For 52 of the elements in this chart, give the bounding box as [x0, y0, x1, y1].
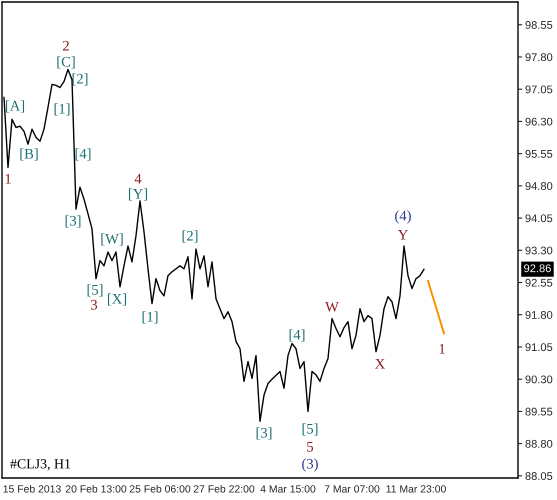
annotation: X — [375, 358, 385, 369]
annotation: [A] — [6, 100, 24, 112]
annotation: 1 — [440, 344, 445, 354]
annotation: #CLJ3, H1 — [10, 459, 70, 470]
annotation: [C] — [57, 56, 75, 68]
y-tick-label: 91.05 — [525, 343, 552, 352]
annotation: [B] — [20, 148, 38, 160]
y-tick-label: 94.80 — [525, 182, 552, 190]
annotation: 1 — [6, 174, 11, 184]
annotation: [Y] — [128, 188, 148, 200]
y-tick-label: 96.30 — [525, 118, 552, 126]
annotation: [1] — [54, 103, 70, 116]
annotation: 2 — [62, 40, 69, 51]
y-tick-label: 97.80 — [525, 53, 552, 62]
y-tick-label: 93.30 — [525, 246, 552, 254]
annotation: [1] — [142, 311, 158, 324]
x-tick-label: 20 Feb 13:00 — [66, 484, 126, 493]
x-tick-label: 27 Feb 22:00 — [194, 484, 254, 493]
annotation: (3) — [302, 458, 318, 472]
y-tick-label: 89.55 — [525, 408, 552, 416]
annotation: W — [325, 302, 339, 312]
annotation: [5] — [88, 284, 102, 296]
x-tick-label: 11 Mar 23:00 — [386, 485, 446, 493]
y-tick-label: 95.55 — [525, 150, 552, 158]
x-tick-label: 25 Feb 06:00 — [130, 484, 190, 493]
annotation: [3] — [66, 215, 80, 228]
y-tick-label: 90.30 — [525, 375, 552, 384]
annotation: [5] — [302, 423, 318, 436]
y-tick-label: 91.80 — [525, 311, 552, 319]
annotation: [W] — [101, 233, 123, 246]
x-tick-label: 4 Mar 15:00 — [260, 485, 316, 493]
y-tick-label: 88.80 — [525, 440, 552, 448]
annotation: [2] — [182, 230, 198, 242]
y-tick-label: 88.05 — [525, 472, 552, 480]
y-tick-label: 98.55 — [525, 21, 552, 29]
x-tick-label: 7 Mar 07:00 — [324, 485, 380, 493]
annotation: [4] — [290, 329, 304, 342]
y-tick-label: 94.05 — [525, 214, 552, 222]
annotation: 3 — [91, 300, 98, 310]
annotation: 4 — [134, 174, 142, 184]
line-series — [427, 280, 445, 335]
annotation: Y — [398, 230, 408, 240]
annotation: (4) — [395, 210, 411, 224]
y-tick-label: 97.05 — [525, 85, 552, 94]
annotation: [X] — [108, 293, 126, 306]
annotation: [4] — [76, 148, 90, 160]
text: 92.86 — [524, 264, 551, 272]
x-tick-label: 15 Feb 2013 — [4, 484, 61, 493]
annotation: [2] — [72, 73, 88, 86]
y-tick-label: 92.55 — [525, 278, 552, 287]
annotation: [3] — [256, 427, 272, 440]
annotation: 5 — [307, 442, 314, 452]
